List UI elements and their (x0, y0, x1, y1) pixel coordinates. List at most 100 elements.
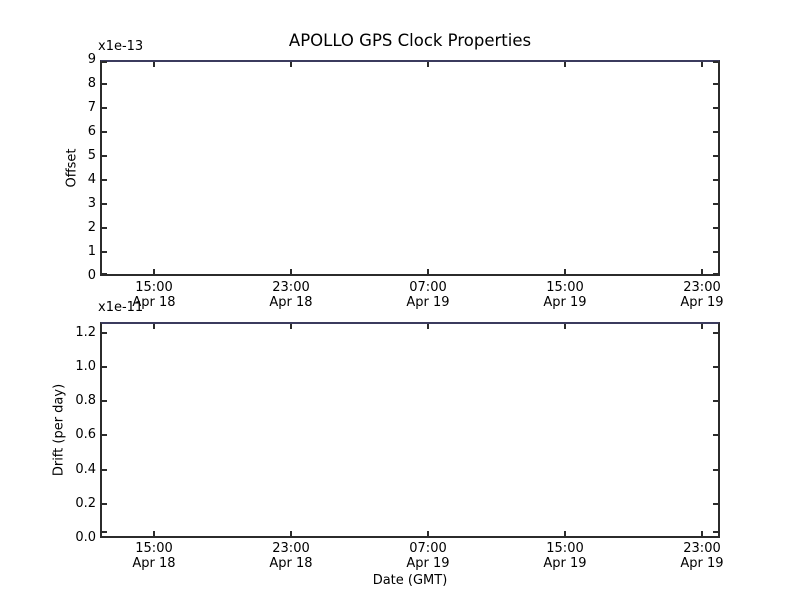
y-tick-label: 1.0 (75, 359, 96, 374)
x-tick-time: 23:00 (272, 280, 310, 295)
x-tick-date: Apr 19 (406, 295, 450, 310)
y-tick-label: 6 (87, 124, 96, 139)
x-tick (564, 324, 566, 329)
y-tick-label: 1.2 (75, 325, 96, 340)
x-tick (427, 269, 429, 274)
x-tick-date: Apr 18 (269, 295, 313, 310)
x-tick-time: 23:00 (683, 541, 721, 556)
x-tick (701, 269, 703, 274)
y-tick (713, 434, 718, 436)
y-tick (713, 469, 718, 471)
x-tick-label: 15:00 Apr 19 (520, 541, 610, 571)
y-tick (102, 332, 107, 334)
y-tick-label: 0.0 (75, 530, 96, 545)
y-tick-label: 4 (87, 172, 96, 187)
x-tick-time: 07:00 (409, 280, 447, 295)
x-tick-label: 15:00 Apr 18 (109, 541, 199, 571)
x-tick (153, 324, 155, 329)
y-tick (102, 366, 107, 368)
x-tick-date: Apr 19 (680, 556, 724, 571)
x-tick (564, 62, 566, 67)
x-tick-time: 15:00 (135, 541, 173, 556)
y-tick (102, 400, 107, 402)
y-tick (713, 179, 718, 181)
y-tick (102, 503, 107, 505)
x-tick (564, 269, 566, 274)
x-tick-date: Apr 19 (543, 295, 587, 310)
y-tick (713, 531, 718, 533)
y-tick (713, 83, 718, 85)
y-tick (102, 203, 107, 205)
x-tick (290, 531, 292, 536)
x-tick-label: 23:00 Apr 19 (657, 541, 747, 571)
x-tick-time: 15:00 (546, 541, 584, 556)
x-tick (290, 269, 292, 274)
x-tick-label: 23:00 Apr 18 (246, 280, 336, 310)
x-tick (153, 62, 155, 67)
y-tick-label: 0.4 (75, 462, 96, 477)
y-tick-label: 0.2 (75, 496, 96, 511)
x-tick-time: 15:00 (135, 280, 173, 295)
y-tick (713, 400, 718, 402)
x-tick (427, 531, 429, 536)
plot-area-offset (100, 60, 720, 276)
x-tick-label: 23:00 Apr 18 (246, 541, 336, 571)
x-tick-date: Apr 18 (132, 295, 176, 310)
y-tick (713, 61, 718, 63)
y-tick-label: 5 (87, 148, 96, 163)
x-tick (153, 269, 155, 274)
y-tick (713, 203, 718, 205)
y-tick-label: 0.6 (75, 427, 96, 442)
y-tick (713, 503, 718, 505)
x-tick-date: Apr 19 (406, 556, 450, 571)
y-scale-text-offset: x1e-13 (98, 39, 144, 54)
x-tick (701, 531, 703, 536)
plot-area-drift (100, 322, 720, 538)
y-tick (102, 179, 107, 181)
x-tick (153, 531, 155, 536)
x-tick-time: 15:00 (546, 280, 584, 295)
y-tick-label: 0.8 (75, 393, 96, 408)
x-tick (564, 531, 566, 536)
y-tick (713, 227, 718, 229)
y-tick (102, 83, 107, 85)
y-tick-label: 0 (87, 268, 96, 283)
x-tick (427, 62, 429, 67)
x-tick-label: 15:00 Apr 18 (109, 280, 199, 310)
x-tick-label: 23:00 Apr 19 (657, 280, 747, 310)
y-tick-label: 2 (87, 220, 96, 235)
x-tick (290, 62, 292, 67)
y-tick-label: 3 (87, 196, 96, 211)
y-tick (102, 251, 107, 253)
y-tick-label: 7 (87, 100, 96, 115)
x-tick (290, 324, 292, 329)
y-tick (102, 531, 107, 533)
x-tick-time: 23:00 (272, 541, 310, 556)
x-tick-date: Apr 19 (680, 295, 724, 310)
y-tick (713, 366, 718, 368)
y-tick (713, 131, 718, 133)
y-tick (102, 434, 107, 436)
x-tick-date: Apr 18 (132, 556, 176, 571)
x-tick-time: 23:00 (683, 280, 721, 295)
x-axis-label: Date (GMT) (372, 573, 448, 588)
y-tick (102, 131, 107, 133)
y-tick (102, 107, 107, 109)
x-tick (701, 324, 703, 329)
y-tick (713, 273, 718, 275)
y-tick (713, 251, 718, 253)
x-tick (701, 62, 703, 67)
y-tick-label: 8 (87, 76, 96, 91)
y-tick (713, 332, 718, 334)
x-tick-time: 07:00 (409, 541, 447, 556)
y-scale-text-drift: x1e-11 (98, 300, 144, 315)
x-tick-date: Apr 18 (269, 556, 313, 571)
chart-title: APOLLO GPS Clock Properties (288, 31, 532, 50)
y-tick (713, 107, 718, 109)
y-tick (102, 469, 107, 471)
y-tick (102, 227, 107, 229)
y-tick (102, 61, 107, 63)
y-tick-label: 9 (87, 52, 96, 67)
x-tick-label: 07:00 Apr 19 (383, 280, 473, 310)
